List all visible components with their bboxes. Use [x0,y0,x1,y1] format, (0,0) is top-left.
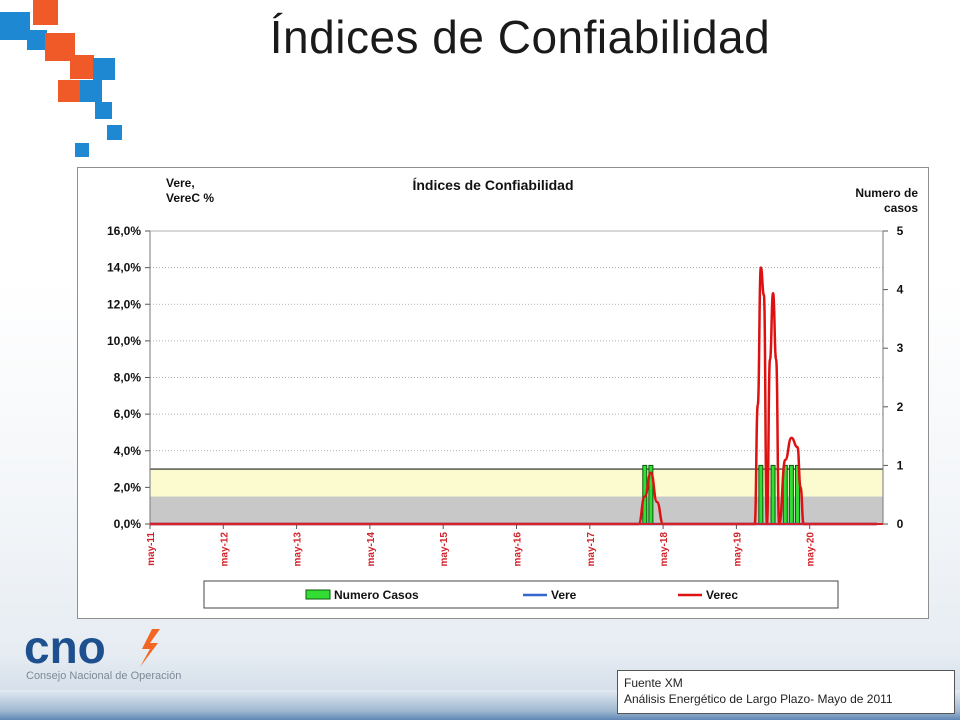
y-tick-label-left: 0,0% [114,517,142,531]
y-axis-title-left: Vere, [166,176,195,190]
cno-logo: cno [24,625,160,673]
series-line-verec [150,266,877,526]
logo-wordmark: cno [24,625,106,673]
y-axis-title-left: VereC % [166,191,214,205]
y-tick-label-right: 3 [897,341,904,355]
deco-square [70,55,94,79]
x-tick-label: may-15 [439,532,450,567]
x-tick-label: may-11 [146,532,157,566]
y-tick-label-right: 2 [897,400,904,414]
decorative-squares [0,0,122,157]
legend-label: Numero Casos [334,588,419,602]
x-tick-label: may-12 [219,532,230,567]
y-tick-label-left: 8,0% [114,371,142,385]
bar-numero-casos [758,464,764,525]
y-tick-label-left: 2,0% [114,480,142,494]
y-tick-label-left: 4,0% [114,444,142,458]
y-tick-label-left: 10,0% [107,334,141,348]
deco-square [0,12,30,40]
source-box: Fuente XM Análisis Energético de Largo P… [617,670,955,714]
bar-numero-casos [788,464,794,525]
logo-subtitle: Consejo Nacional de Operación [26,670,182,682]
x-tick-label: may-18 [659,532,670,567]
deco-square [33,0,58,25]
chart-frame: Índices de Confiabilidad Vere, VereC % Nume… [77,167,929,619]
legend-label: Verec [706,588,738,602]
deco-square [80,80,102,102]
deco-square [58,80,80,102]
y-axis-title-right: Numero de [855,186,918,200]
deco-square [27,30,47,50]
source-line-2: Análisis Energético de Largo Plazo- Mayo… [624,692,893,706]
y-tick-label-left: 6,0% [114,407,142,421]
y-tick-label-left: 16,0% [107,224,141,238]
legend-swatch-bar [305,589,331,600]
y-tick-label-right: 5 [897,224,904,238]
slide-title: Índices de Confiabilidad [269,11,771,63]
y-tick-label-left: 14,0% [107,261,141,275]
deco-square [95,102,112,119]
deco-square [75,143,89,157]
source-line-1: Fuente XM [624,676,683,690]
lightning-bolt-icon [140,629,160,667]
y-tick-label-left: 12,0% [107,297,141,311]
y-tick-label-right: 1 [897,458,904,472]
y-tick-label-right: 0 [897,517,904,531]
x-tick-label: may-14 [366,532,377,567]
x-tick-label: may-16 [513,532,524,567]
chart-title: Índices de Confiabilidad [412,177,573,193]
y-tick-label-right: 4 [897,283,904,297]
x-tick-label: may-13 [293,532,304,567]
reliability-chart: Índices de Confiabilidad Vere,VereC % Nume… [107,176,918,609]
legend-box [203,580,839,609]
deco-square [107,125,122,140]
y-axis-title-right: casos [884,201,918,215]
deco-square [93,58,115,80]
x-tick-label: may-20 [806,532,817,567]
x-tick-label: may-19 [732,532,743,567]
legend-label: Vere [551,588,577,602]
x-tick-label: may-17 [586,532,597,567]
bar-numero-casos [770,464,776,525]
